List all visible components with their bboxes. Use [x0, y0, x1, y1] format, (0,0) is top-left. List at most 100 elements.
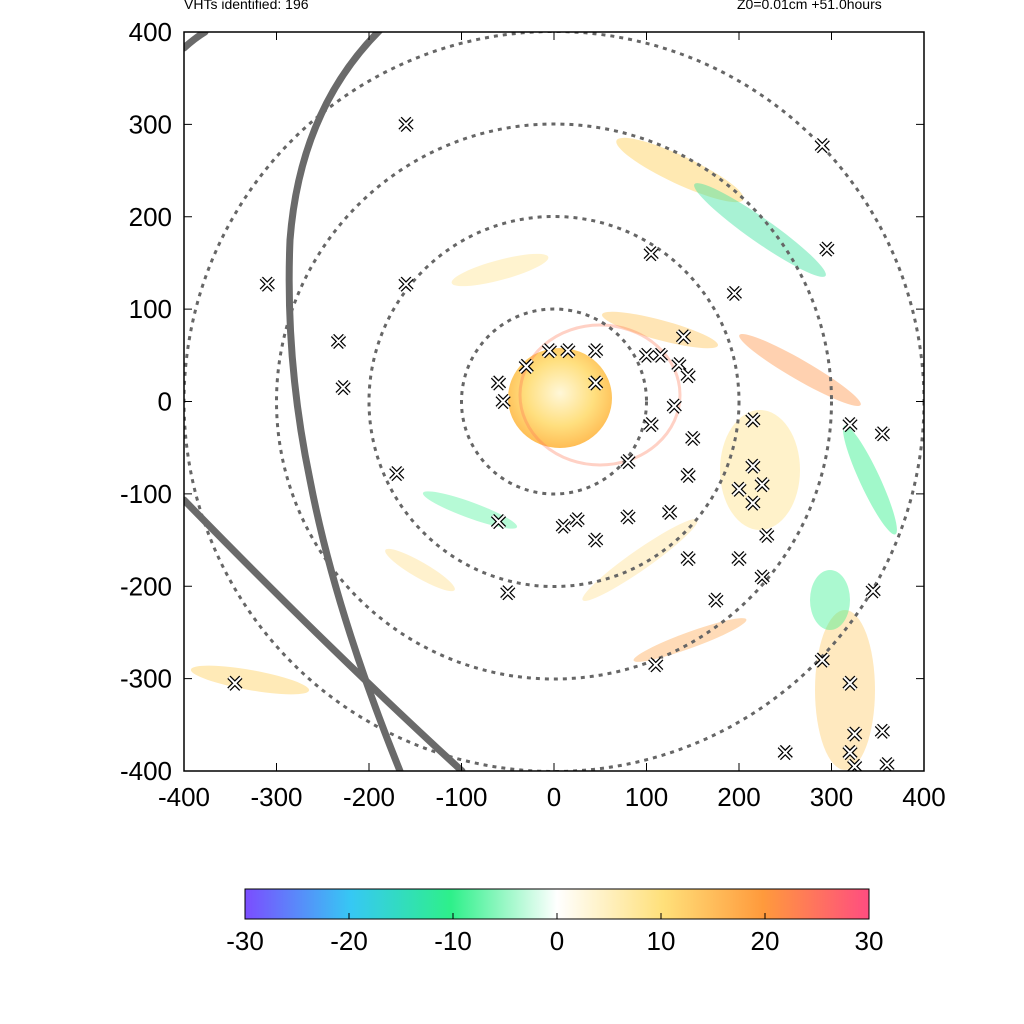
- vht-marker: [731, 550, 747, 567]
- vht-marker: [643, 246, 659, 262]
- rainband-patch: [582, 519, 698, 601]
- vht-marker: [398, 116, 414, 132]
- coastline-curve-2: [285, 32, 404, 771]
- vht-marker: [666, 398, 682, 414]
- x-tick-label: 400: [902, 782, 945, 812]
- vht-marker: [671, 356, 687, 373]
- vht-marker: [842, 675, 858, 691]
- y-tick-label: 100: [129, 294, 172, 324]
- vht-marker: [865, 583, 881, 599]
- vht-marker: [680, 368, 696, 384]
- x-tick-label: 0: [547, 782, 561, 812]
- colorbar-tick-label: 10: [647, 926, 676, 956]
- vht-marker: [569, 512, 585, 528]
- vht-marker: [680, 550, 696, 567]
- y-tick-label: 200: [129, 202, 172, 232]
- x-tick-label: -300: [250, 782, 302, 812]
- vht-marker: [560, 343, 576, 359]
- vht-marker: [874, 426, 890, 442]
- y-tick-label: -200: [120, 571, 172, 601]
- x-tick-label: -400: [158, 782, 210, 812]
- rainband-patch: [720, 410, 800, 530]
- vht-marker: [754, 477, 770, 493]
- vht-marker: [842, 744, 858, 761]
- vht-marker: [500, 585, 516, 601]
- range-ring: [275, 122, 833, 681]
- vht-marker: [648, 657, 664, 673]
- vht-marker: [389, 465, 405, 482]
- vht-marker: [726, 285, 742, 302]
- eyewall-band: [518, 323, 682, 467]
- vht-marker: [555, 518, 571, 534]
- vht-marker: [819, 241, 835, 257]
- rainband-patch: [739, 333, 861, 407]
- vht-marker: [518, 358, 534, 374]
- vht-marker: [638, 347, 655, 363]
- vht-marker: [620, 509, 636, 525]
- vht-marker: [874, 723, 890, 739]
- vht-marker: [643, 417, 659, 433]
- rainband-patch: [385, 548, 455, 592]
- vht-marker: [652, 347, 668, 363]
- vht-marker: [675, 329, 692, 345]
- x-tick-label: 100: [625, 782, 668, 812]
- rainband-patch: [190, 665, 310, 695]
- range-ring: [460, 307, 648, 496]
- colorbar-tick-label: 30: [855, 926, 884, 956]
- vht-marker: [777, 744, 793, 761]
- vht-count-label: VHTs identified: 196: [184, 0, 309, 12]
- rainband-patch: [843, 425, 897, 535]
- colorbar-tick-label: -20: [330, 926, 368, 956]
- vht-marker: [685, 430, 701, 447]
- run-info-label: Z0=0.01cm +51.0hours: [737, 0, 882, 12]
- x-tick-label: -200: [343, 782, 395, 812]
- vht-marker: [814, 652, 830, 668]
- coastline-curve-1: [184, 32, 209, 52]
- coastline-curve-3: [184, 496, 466, 771]
- rainband-patch: [451, 253, 549, 287]
- vht-marker: [588, 375, 604, 391]
- vht-marker: [745, 495, 761, 511]
- rainband-patch: [616, 137, 744, 203]
- y-tick-label: 0: [158, 387, 172, 417]
- y-tick-label: 300: [129, 109, 172, 139]
- vht-marker: [879, 756, 895, 771]
- colorbar-tick-label: -30: [226, 926, 264, 956]
- vht-marker: [754, 569, 770, 585]
- vht-marker: [541, 343, 557, 359]
- range-ring: [367, 215, 741, 588]
- vorticity-field: [190, 137, 897, 770]
- colorbar-tick-label: -10: [434, 926, 472, 956]
- vht-marker: [847, 726, 863, 742]
- vht-marker: [814, 138, 830, 154]
- vht-marker: [759, 527, 775, 544]
- eye-vorticity: [508, 348, 612, 448]
- vht-marker: [490, 375, 507, 391]
- vht-marker: [398, 276, 414, 292]
- vht-marker: [745, 412, 761, 428]
- rainband-patch: [810, 570, 850, 630]
- rainband-patch: [601, 311, 719, 349]
- vht-marker: [227, 675, 243, 691]
- y-tick-label: 400: [129, 17, 172, 47]
- colorbar-tick-label: 20: [751, 926, 780, 956]
- vht-marker: [490, 513, 507, 530]
- x-tick-label: 300: [810, 782, 853, 812]
- vht-marker: [620, 453, 636, 470]
- x-tick-label: 200: [717, 782, 760, 812]
- rainband-patch: [694, 183, 826, 277]
- colorbar-tick-label: 0: [550, 926, 564, 956]
- x-tick-label: -100: [435, 782, 487, 812]
- vht-marker: [731, 481, 747, 497]
- y-tick-label: -100: [120, 479, 172, 509]
- vht-marker: [680, 467, 696, 483]
- vht-marker: [335, 380, 351, 396]
- coastline-curves: [184, 32, 466, 771]
- vht-marker: [662, 504, 678, 520]
- vht-marker: [708, 592, 724, 608]
- y-tick-label: -400: [120, 756, 172, 786]
- rainband-patch: [633, 618, 747, 662]
- vht-marker: [259, 276, 275, 292]
- vht-marker: [495, 393, 511, 410]
- vht-marker: [588, 532, 604, 548]
